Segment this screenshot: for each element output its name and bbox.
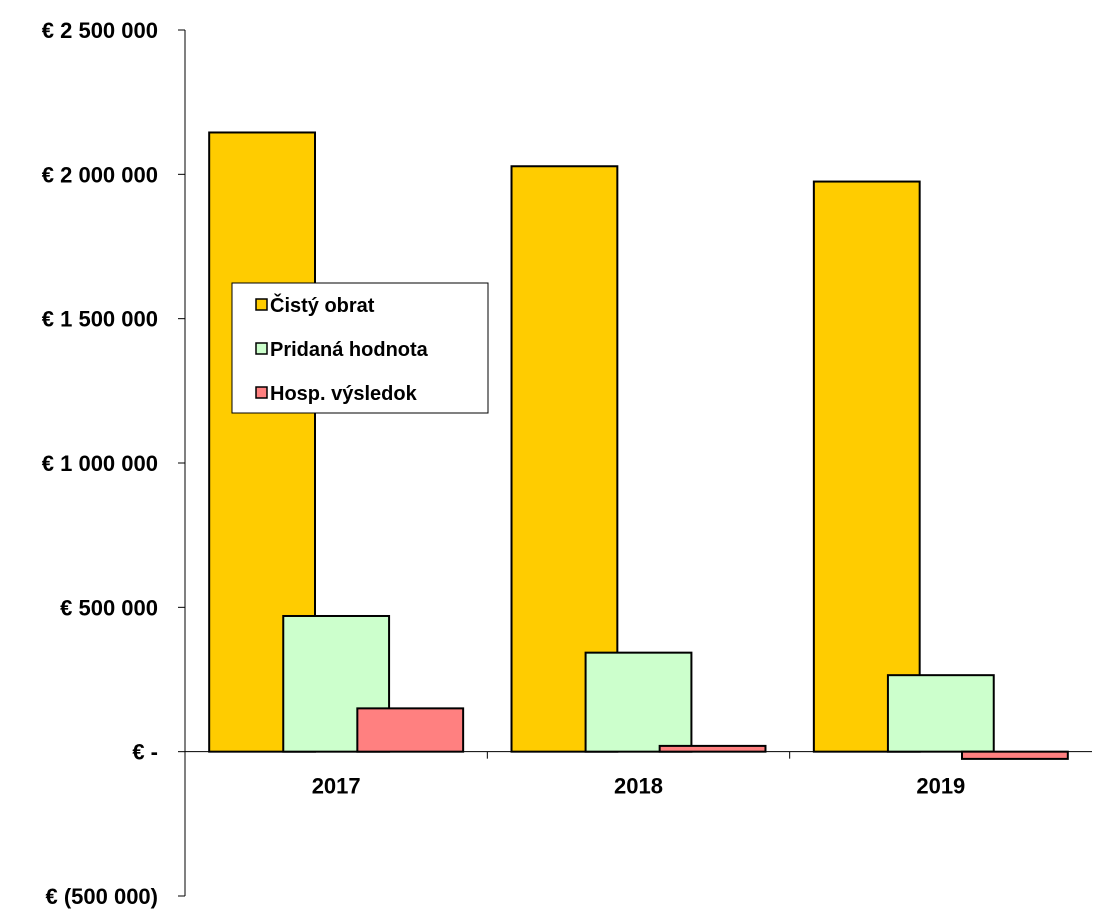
legend-swatch-pridana-hodnota — [255, 342, 268, 355]
legend-label-pridana-hodnota: Pridaná hodnota — [270, 339, 429, 361]
x-tick-label: 2018 — [614, 774, 663, 799]
bar-pridana-hodnota-2018 — [584, 651, 693, 753]
legend: Čistý obrat Pridaná hodnota Hosp. výsledok — [231, 282, 489, 414]
y-tick-label: € 500 000 — [60, 595, 158, 620]
legend-label-hosp-vysledok: Hosp. výsledok — [270, 383, 418, 405]
bar-cisty-obrat-2019 — [812, 180, 921, 753]
y-tick-label: € 1 500 000 — [42, 307, 158, 332]
x-tick-label: 2017 — [312, 774, 361, 799]
bar-pridana-hodnota-2019 — [886, 674, 995, 753]
x-tick-label: 2019 — [916, 774, 965, 799]
category-labels: 2017 2018 2019 — [312, 774, 966, 799]
y-tick-label: € (500 000) — [45, 884, 158, 909]
bar-hosp-vysledok-2019 — [960, 750, 1069, 760]
bar-hosp-vysledok-2017 — [356, 707, 465, 753]
legend-label-cisty-obrat: Čistý obrat — [270, 293, 375, 317]
legend-swatch-cisty-obrat — [255, 298, 268, 311]
y-tick-label: € 1 000 000 — [42, 451, 158, 476]
x-axis-ticks — [486, 751, 791, 759]
bars — [208, 131, 1069, 760]
y-tick-label: € 2 000 000 — [42, 162, 158, 187]
legend-box — [231, 282, 489, 414]
y-tick-label: € 2 500 000 — [42, 18, 158, 43]
y-axis-ticks: € 2 500 000 € 2 000 000 € 1 500 000 € 1 000… — [42, 18, 185, 909]
y-tick-label: € - — [132, 740, 158, 765]
legend-swatch-hosp-vysledok — [255, 386, 268, 399]
bar-hosp-vysledok-2018 — [658, 744, 767, 753]
